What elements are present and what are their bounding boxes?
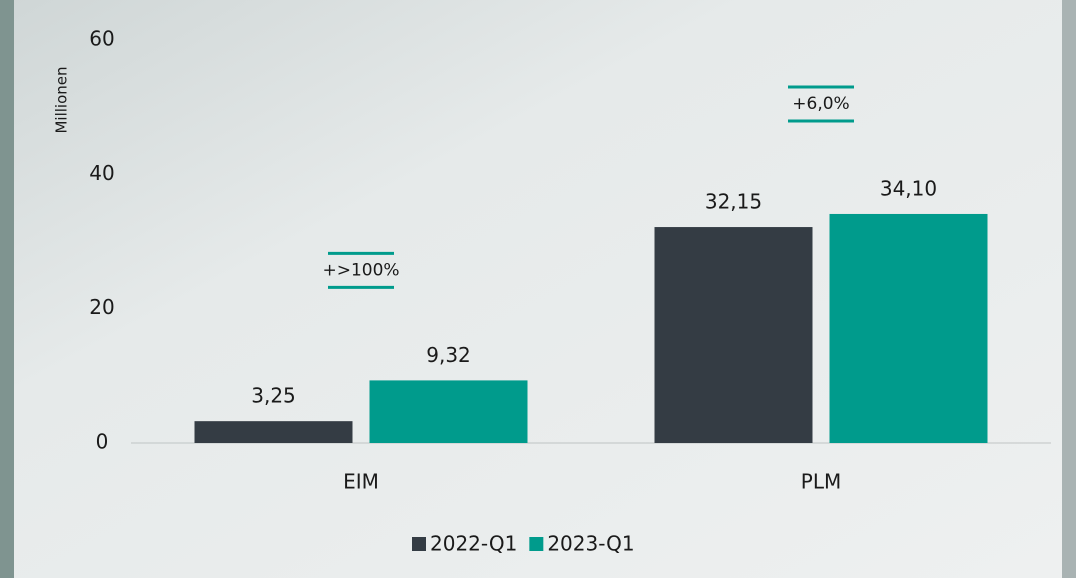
annotation: +6,0%: [792, 94, 849, 114]
bar: [370, 380, 528, 443]
legend-label: 2023-Q1: [547, 532, 634, 556]
value-label: 32,15: [705, 190, 762, 214]
background-edge: [0, 0, 14, 578]
background-edge: [1062, 0, 1076, 578]
bar: [655, 227, 813, 443]
y-tick-label: 60: [89, 27, 114, 51]
value-label: 3,25: [251, 384, 296, 408]
y-tick-label: 40: [89, 161, 114, 185]
legend-swatch: [412, 537, 426, 551]
x-tick-label: EIM: [343, 470, 379, 494]
value-label: 9,32: [426, 343, 471, 367]
y-tick-label: 20: [89, 295, 114, 319]
value-label: 34,10: [880, 176, 937, 200]
legend-swatch: [529, 537, 543, 551]
x-tick-label: PLM: [801, 470, 841, 494]
y-axis-label: Millionen: [53, 66, 71, 133]
bar: [195, 421, 353, 443]
bar: [830, 214, 988, 443]
chart: Millionen 0 20 40 60 EIM 3,25 9,32 +>100% PLM 32,…: [0, 0, 1076, 578]
y-tick-label: 0: [96, 430, 109, 454]
legend-label: 2022-Q1: [430, 532, 517, 556]
annotation: +>100%: [322, 260, 399, 280]
